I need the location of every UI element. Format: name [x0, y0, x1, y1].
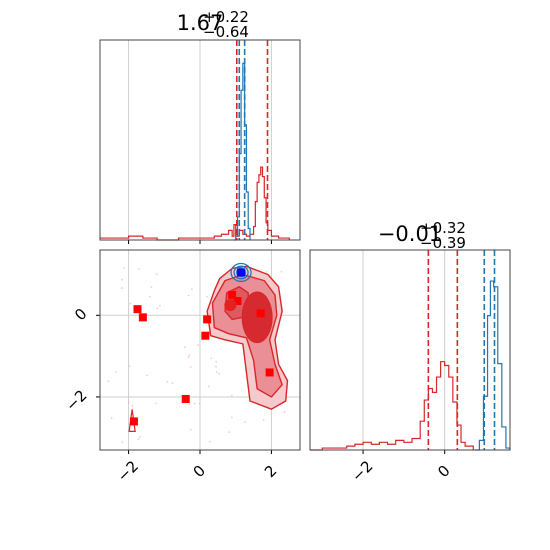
- joint-sample-point: [107, 380, 110, 383]
- marginal-x-title-value: 1.67: [177, 11, 224, 35]
- joint-sample-point: [190, 288, 193, 291]
- joint-xtick-label-2: 2: [261, 462, 280, 481]
- joint-sample-point: [265, 271, 268, 273]
- joint-red-square-point-0: [133, 305, 142, 314]
- joint-xtick-label-1: 0: [190, 462, 209, 481]
- joint-red-square-point-9: [265, 368, 274, 377]
- marginal-x-title-plus: +0.22: [203, 8, 249, 26]
- marginal-y-title: −0.01: [378, 222, 442, 246]
- marginal-y-frame: [309, 249, 511, 451]
- joint-blue-contour-ring-1: [233, 265, 249, 280]
- joint-sample-point: [197, 344, 200, 347]
- joint-blue-contour-ring-2: [235, 267, 247, 278]
- marginal-x-red-histogram: [100, 166, 290, 241]
- joint-sample-point: [127, 401, 130, 404]
- joint-red-square-point-4: [228, 290, 237, 299]
- joint-blue-contour-ring-0: [230, 262, 252, 283]
- joint-sample-point: [215, 371, 218, 374]
- joint-sample-point: [159, 304, 161, 307]
- joint-sample-point: [138, 436, 141, 438]
- marginal-x-title-minus: −0.64: [203, 23, 249, 41]
- joint-sample-point: [137, 268, 140, 270]
- marginal-y-red-histogram: [310, 361, 474, 451]
- joint-sample-point: [156, 307, 159, 310]
- marginal-y-blue-histogram: [475, 280, 511, 451]
- joint-sample-point: [115, 370, 117, 373]
- joint-red-square-point-2: [203, 315, 212, 324]
- joint-red-core-ellipse: [241, 291, 273, 344]
- joint-sample-point: [137, 438, 140, 441]
- joint-sample-point: [187, 294, 190, 297]
- joint-sample-point: [184, 346, 186, 348]
- marginal-x-blue-histogram: [233, 62, 251, 241]
- joint-red-square-point-8: [256, 309, 265, 318]
- marginal-y-title-value: −0.01: [378, 222, 442, 246]
- joint-sample-point: [244, 421, 247, 424]
- joint-sample-point: [189, 428, 192, 431]
- joint-contour-plot: −2 0 2 0 −2: [62, 249, 301, 485]
- joint-sample-point: [210, 357, 213, 360]
- joint-red-square-point-7: [129, 417, 138, 426]
- marginal-y-tick-label-0: −2: [348, 457, 376, 485]
- joint-red-circle-point: [224, 299, 237, 312]
- marginal-x-title: 1.67: [177, 11, 224, 35]
- marginal-y-title-minus: −0.39: [420, 234, 466, 252]
- joint-sample-point: [131, 404, 134, 407]
- joint-sample-point: [280, 270, 283, 273]
- joint-sample-point: [122, 267, 125, 269]
- joint-sample-point: [150, 286, 153, 289]
- joint-sample-point: [218, 372, 221, 375]
- joint-sample-point: [166, 380, 169, 383]
- marginal-x-histogram: [99, 39, 301, 244]
- joint-sample-point: [283, 411, 286, 413]
- joint-sample-point: [155, 402, 158, 405]
- joint-red-square-point-5: [233, 297, 242, 306]
- joint-sample-point: [110, 417, 113, 420]
- marginal-y-histogram: −2 0: [309, 249, 511, 485]
- joint-sample-point: [262, 418, 265, 421]
- joint-sample-point: [120, 287, 123, 289]
- joint-sample-point: [207, 385, 210, 388]
- joint-blue-square-point: [237, 268, 246, 277]
- joint-sample-point: [215, 365, 217, 368]
- joint-sample-point: [209, 440, 212, 443]
- joint-frame: [99, 249, 301, 451]
- joint-sample-point: [188, 354, 191, 356]
- joint-sample-point: [228, 431, 231, 434]
- joint-sample-point: [129, 302, 132, 305]
- joint-sample-point: [121, 441, 124, 444]
- joint-xtick-label-0: −2: [114, 457, 142, 485]
- joint-sample-point: [215, 360, 218, 363]
- marginal-x-frame: [99, 39, 301, 241]
- marginal-y-title-plus: +0.32: [420, 219, 466, 237]
- joint-sample-point: [198, 402, 201, 405]
- joint-sample-point: [155, 273, 158, 276]
- joint-sample-point: [171, 382, 174, 384]
- joint-sample-point: [189, 366, 192, 368]
- joint-ytick-label-0: 0: [71, 305, 90, 324]
- joint-red-square-point-3: [201, 331, 210, 340]
- joint-sample-point: [146, 374, 149, 377]
- joint-sample-point: [121, 278, 123, 281]
- joint-sample-point: [231, 416, 233, 419]
- joint-sample-point: [205, 295, 208, 298]
- joint-ytick-label-1: −2: [62, 386, 90, 414]
- joint-sample-point: [189, 403, 191, 406]
- joint-red-square-point-6: [181, 394, 190, 403]
- joint-sample-point: [187, 355, 190, 358]
- joint-sample-point: [231, 394, 233, 397]
- marginal-y-tick-label-1: 0: [434, 462, 453, 481]
- joint-sample-point: [128, 365, 131, 368]
- joint-sample-point: [193, 402, 196, 405]
- joint-sample-point: [148, 295, 151, 298]
- joint-red-square-point-1: [138, 313, 147, 322]
